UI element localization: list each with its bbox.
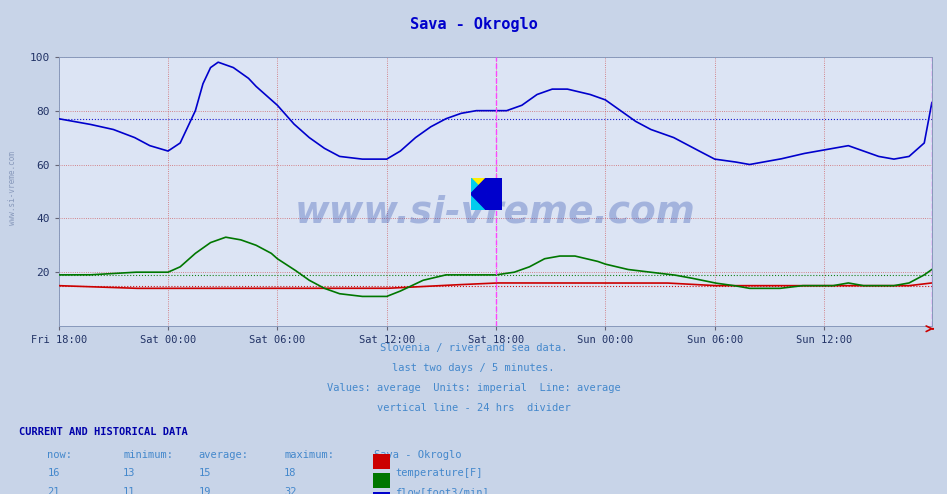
Text: 15: 15 [199, 468, 211, 478]
Text: 19: 19 [199, 487, 211, 494]
Text: 18: 18 [284, 468, 296, 478]
Text: 21: 21 [47, 487, 60, 494]
Text: temperature[F]: temperature[F] [395, 468, 482, 478]
Polygon shape [471, 178, 487, 210]
Text: Slovenia / river and sea data.: Slovenia / river and sea data. [380, 343, 567, 353]
Text: 11: 11 [123, 487, 135, 494]
Text: www.si-vreme.com: www.si-vreme.com [295, 195, 696, 231]
Text: CURRENT AND HISTORICAL DATA: CURRENT AND HISTORICAL DATA [19, 427, 188, 437]
Polygon shape [471, 178, 487, 210]
Text: Values: average  Units: imperial  Line: average: Values: average Units: imperial Line: av… [327, 383, 620, 393]
Text: 16: 16 [47, 468, 60, 478]
Text: Sava - Okroglo: Sava - Okroglo [374, 450, 461, 459]
Bar [487, 178, 502, 210]
Text: maximum:: maximum: [284, 450, 334, 459]
Text: 13: 13 [123, 468, 135, 478]
Text: 32: 32 [284, 487, 296, 494]
Text: average:: average: [199, 450, 249, 459]
Text: minimum:: minimum: [123, 450, 173, 459]
Bar [471, 178, 487, 194]
Text: flow[foot3/min]: flow[foot3/min] [395, 487, 489, 494]
Text: www.si-vreme.com: www.si-vreme.com [8, 151, 17, 225]
Text: last two days / 5 minutes.: last two days / 5 minutes. [392, 363, 555, 373]
Text: now:: now: [47, 450, 72, 459]
Text: vertical line - 24 hrs  divider: vertical line - 24 hrs divider [377, 403, 570, 412]
Text: Sava - Okroglo: Sava - Okroglo [410, 17, 537, 32]
Bar [471, 194, 487, 210]
